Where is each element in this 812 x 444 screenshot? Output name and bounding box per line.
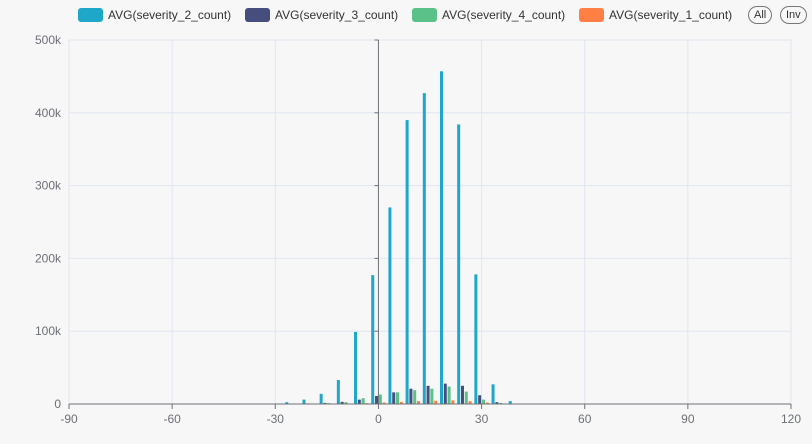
bar	[464, 391, 468, 404]
bar	[336, 379, 340, 404]
legend-item-severity-4[interactable]: AVG(severity_4_count)	[412, 6, 565, 24]
bar	[323, 402, 327, 404]
bar	[371, 275, 375, 404]
bar	[344, 402, 348, 404]
legend-item-severity-2[interactable]: AVG(severity_2_count)	[78, 6, 231, 24]
bar	[357, 399, 361, 404]
bar	[485, 402, 489, 404]
bar	[443, 383, 447, 404]
bar	[340, 401, 344, 404]
legend-select-all-button[interactable]: All	[748, 6, 773, 24]
bar	[474, 274, 478, 404]
legend-label: AVG(severity_1_count)	[609, 8, 733, 22]
legend-label: AVG(severity_2_count)	[108, 8, 232, 22]
bar	[451, 400, 455, 404]
y-tick-label: 300k	[35, 179, 62, 193]
bar	[375, 395, 379, 404]
x-tick-label: 90	[681, 412, 695, 426]
chart-grid	[68, 39, 792, 404]
legend-item-severity-3[interactable]: AVG(severity_3_count)	[245, 6, 398, 24]
legend-swatch	[245, 8, 270, 22]
bar	[285, 402, 289, 404]
bar	[434, 400, 438, 404]
legend-label: AVG(severity_4_count)	[442, 8, 566, 22]
bar	[382, 402, 386, 404]
x-tick-label: -30	[267, 412, 285, 426]
bar	[491, 384, 495, 404]
x-tick-label: 0	[375, 412, 382, 426]
chart-tick-labels: 0 100k 200k 300k 400k 500k -90 -60 -30 0 30 60 90 120	[35, 33, 801, 426]
x-tick-label: -60	[163, 412, 181, 426]
chart-axes	[68, 39, 792, 409]
bar	[495, 402, 499, 404]
bar	[460, 385, 464, 404]
bar	[361, 398, 365, 404]
bar	[319, 393, 323, 404]
y-tick-label: 100k	[35, 324, 62, 338]
legend-swatch	[579, 8, 604, 22]
legend-label: AVG(severity_3_count)	[275, 8, 399, 22]
bar	[409, 388, 413, 404]
y-tick-label: 200k	[35, 251, 62, 265]
bar	[468, 401, 472, 404]
legend-invert-button[interactable]: Inv	[780, 6, 807, 24]
x-tick-label: -90	[60, 412, 78, 426]
chart-legend: AVG(severity_2_count) AVG(severity_3_cou…	[0, 6, 812, 24]
bar	[478, 395, 482, 404]
bar	[413, 390, 417, 404]
bar	[430, 388, 434, 404]
legend-swatch	[78, 8, 103, 22]
y-tick-label: 500k	[35, 33, 62, 47]
bar	[354, 331, 358, 404]
bar	[508, 401, 512, 404]
bar	[457, 124, 461, 404]
y-tick-label: 0	[54, 397, 61, 411]
bar	[392, 392, 396, 404]
legend-item-severity-1[interactable]: AVG(severity_1_count)	[579, 6, 732, 24]
bar	[417, 401, 421, 404]
bar	[396, 392, 400, 404]
bar	[405, 120, 409, 404]
x-tick-label: 120	[781, 412, 801, 426]
bar	[388, 207, 392, 404]
bar	[422, 93, 426, 405]
bar	[499, 402, 503, 404]
bar	[426, 385, 430, 404]
bar	[447, 386, 451, 404]
y-tick-label: 400k	[35, 106, 62, 120]
bar	[481, 399, 485, 404]
bar	[378, 394, 382, 404]
chart-bars	[268, 71, 529, 405]
bar	[302, 399, 306, 404]
x-tick-label: 30	[475, 412, 489, 426]
bar	[439, 71, 443, 404]
bar	[399, 401, 403, 404]
x-tick-label: 60	[578, 412, 592, 426]
legend-swatch	[412, 8, 437, 22]
